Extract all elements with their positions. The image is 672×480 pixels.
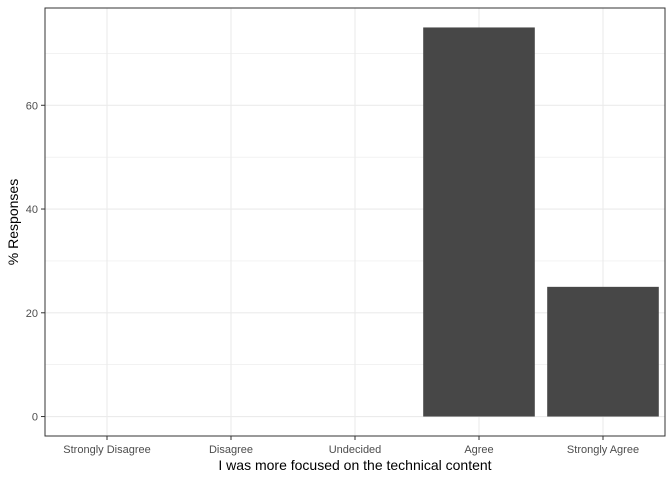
x-axis-ticks: Strongly Disagree Disagree Undecided Agree S… — [63, 436, 639, 456]
y-axis-title: % Responses — [5, 179, 21, 265]
x-tick-label: Agree — [464, 444, 493, 456]
x-axis-title: I was more focused on the technical cont… — [218, 457, 491, 473]
x-tick-label: Strongly Disagree — [63, 444, 150, 456]
bar-series — [423, 27, 659, 417]
bar-agree — [423, 27, 535, 417]
y-tick-label: 20 — [26, 308, 38, 320]
y-axis-ticks: 0 20 40 60 — [26, 100, 45, 424]
y-tick-label: 0 — [32, 412, 38, 424]
x-tick-label: Undecided — [329, 444, 382, 456]
y-tick-label: 40 — [26, 204, 38, 216]
y-tick-label: 60 — [26, 100, 38, 112]
x-tick-label: Strongly Agree — [567, 444, 639, 456]
bar-strongly-agree — [547, 286, 659, 417]
x-tick-label: Disagree — [209, 444, 253, 456]
major-gridlines — [45, 8, 665, 436]
